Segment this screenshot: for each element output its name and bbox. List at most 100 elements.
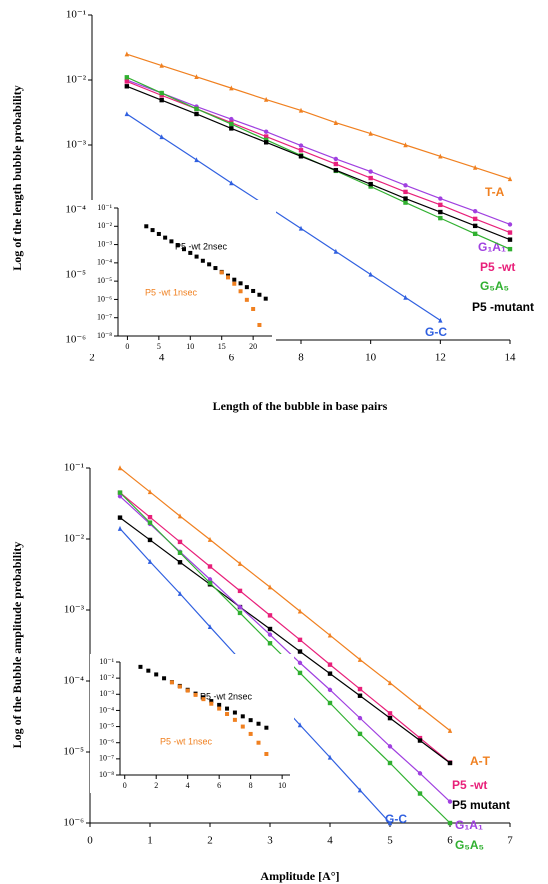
point: [327, 662, 333, 667]
x-tick-label: 0: [87, 835, 93, 847]
point: [357, 787, 363, 793]
point: [357, 693, 363, 698]
point: [357, 715, 363, 721]
point: [200, 258, 205, 263]
point: [264, 725, 269, 730]
y-tick-label: 10⁻⁷: [97, 313, 112, 322]
point: [297, 608, 303, 614]
point: [438, 215, 443, 221]
x-axis-title: Length of the bubble in base pairs: [213, 399, 388, 413]
point: [150, 228, 155, 233]
point: [298, 107, 304, 113]
point: [357, 656, 363, 662]
x-tick-label: 6: [217, 781, 221, 790]
point: [177, 513, 183, 519]
point: [238, 289, 243, 294]
point: [117, 494, 123, 499]
point: [124, 84, 130, 89]
point: [159, 93, 164, 98]
point: [368, 184, 373, 189]
x-tick-label: 2: [207, 835, 213, 847]
point: [267, 632, 273, 637]
x-tick-label: 6: [229, 352, 235, 364]
point: [117, 465, 123, 471]
point: [267, 584, 273, 590]
point: [207, 624, 213, 629]
point: [257, 292, 262, 297]
point: [229, 180, 234, 186]
point: [357, 731, 363, 737]
point: [447, 799, 453, 804]
point: [263, 134, 269, 139]
point: [507, 230, 513, 235]
point: [124, 75, 130, 80]
point: [147, 514, 153, 520]
point: [438, 196, 443, 201]
y-tick-label: 10⁻⁷: [99, 754, 114, 763]
point: [177, 684, 182, 689]
inset-background: [88, 200, 276, 354]
point: [387, 744, 393, 749]
x-tick-label: 10: [365, 352, 377, 364]
point: [185, 688, 190, 693]
point: [387, 680, 393, 686]
point: [147, 537, 153, 543]
x-tick-label: 7: [507, 835, 513, 847]
point: [159, 134, 164, 140]
point: [147, 489, 153, 495]
x-tick-label: 5: [387, 835, 393, 847]
point: [297, 637, 303, 643]
point: [193, 692, 198, 697]
series-label: G₁A₁: [455, 818, 483, 832]
series-label: G₅A₅: [455, 838, 484, 852]
x-tick-label: 2: [89, 352, 95, 364]
x-tick-label: 10: [278, 781, 286, 790]
series-line: [119, 517, 451, 764]
scatter-chart: 0 2 4 6 8 10 10⁻¹ 10⁻² 10⁻³ 10⁻⁴ 10⁻⁵ 10⁻⁶ 10⁻⁷ 10⁻⁸ P…: [90, 654, 294, 793]
point: [147, 520, 153, 525]
point: [177, 539, 183, 545]
point: [267, 626, 273, 632]
point: [146, 668, 151, 673]
point: [403, 189, 408, 195]
point: [154, 672, 159, 677]
point: [417, 704, 423, 710]
point: [387, 711, 393, 716]
x-tick-label: 4: [159, 352, 165, 364]
point: [177, 560, 183, 565]
point: [438, 209, 443, 215]
point: [297, 722, 303, 728]
point: [507, 176, 513, 182]
series-label: P5 -wt: [480, 260, 515, 274]
series-label: G-C: [425, 325, 447, 339]
y-tick-label: 10⁻¹: [64, 462, 84, 474]
point: [472, 216, 478, 222]
point: [403, 196, 408, 201]
point: [248, 718, 253, 723]
x-tick-label: 5: [157, 342, 161, 351]
point: [387, 820, 393, 826]
point: [209, 701, 214, 706]
point: [147, 558, 153, 564]
point: [238, 281, 243, 286]
point: [298, 143, 304, 148]
point: [159, 97, 164, 103]
point: [207, 262, 212, 267]
point: [162, 676, 167, 681]
point: [201, 697, 206, 702]
y-tick-label: 10⁻³: [64, 604, 85, 616]
point: [156, 231, 161, 236]
point: [263, 140, 269, 145]
point: [333, 248, 339, 254]
series-line: [126, 85, 511, 241]
point: [333, 156, 339, 162]
point: [472, 164, 478, 170]
x-tick-label: 1: [147, 835, 153, 847]
point: [159, 62, 164, 68]
point: [263, 137, 269, 143]
point: [169, 680, 174, 685]
point: [507, 237, 513, 242]
point: [297, 670, 303, 676]
y-tick-label: 10⁻⁴: [99, 705, 114, 714]
